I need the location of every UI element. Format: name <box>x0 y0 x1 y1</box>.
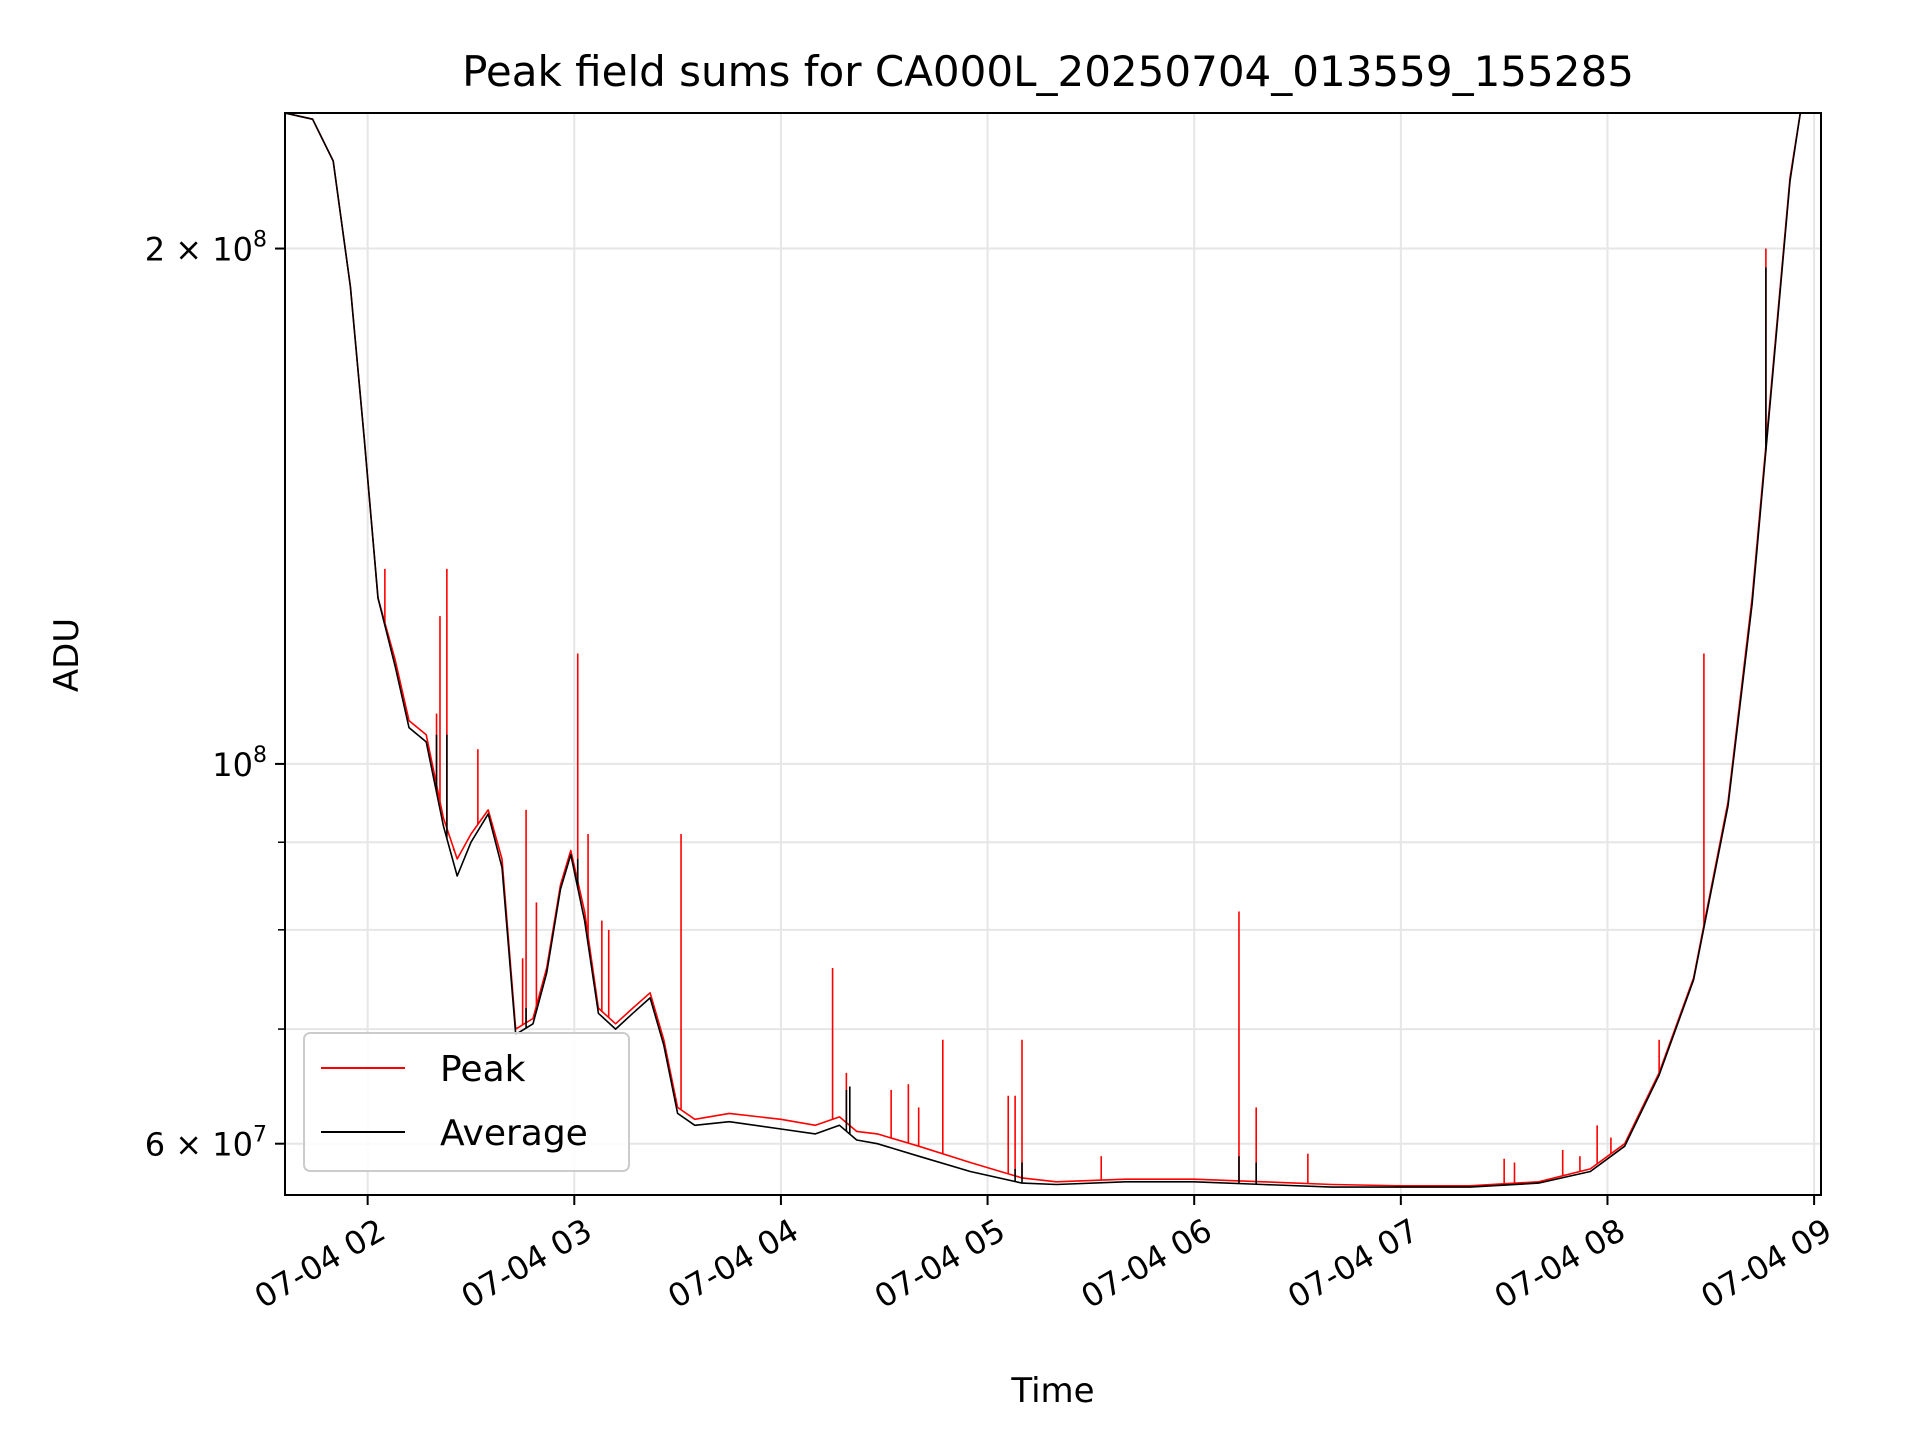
y-tick-label: 2 × 108 <box>145 228 267 269</box>
legend: Peak Average <box>303 1032 630 1172</box>
legend-peak-label: Peak <box>440 1049 526 1090</box>
series-peak-line <box>285 113 1802 1187</box>
chart-title: Peak field sums for CA000L_20250704_0135… <box>462 47 1634 96</box>
series-average-line <box>285 113 1802 1188</box>
x-axis-label: Time <box>1010 1371 1094 1411</box>
y-axis-label: ADU <box>47 618 87 692</box>
series-layer <box>285 113 1802 1188</box>
plot-frame <box>284 112 1822 1196</box>
legend-average-label: Average <box>440 1113 588 1154</box>
y-tick-label: 108 <box>212 743 267 784</box>
y-axis: 108 2 × 108 6 × 107 <box>145 228 285 1164</box>
grid <box>285 113 1821 1195</box>
y-tick-label: 6 × 107 <box>145 1123 267 1164</box>
